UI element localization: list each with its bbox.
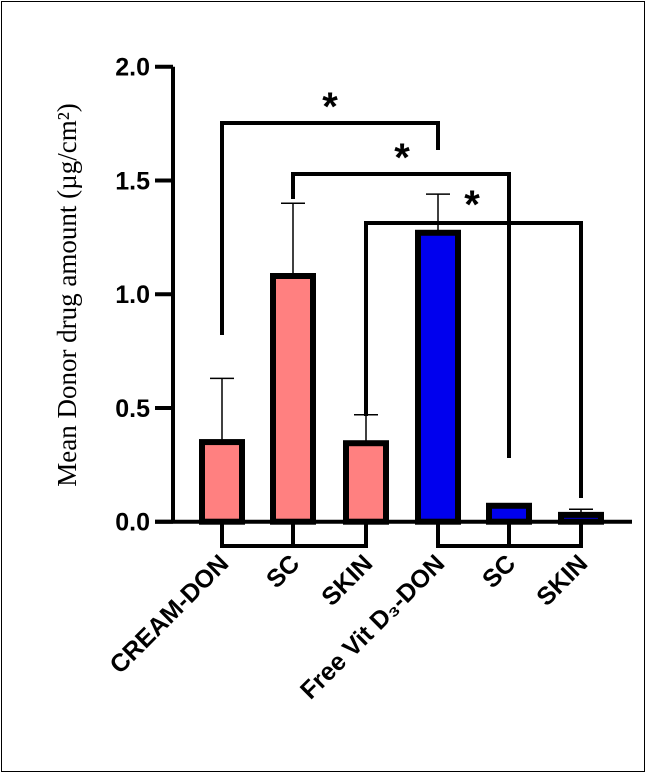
y-tick-label: 1.0 xyxy=(115,281,150,309)
y-tick-label: 1.5 xyxy=(115,167,150,195)
significance-bracket xyxy=(291,172,511,458)
x-tick-label: SKIN xyxy=(316,549,378,611)
y-tick-label: 0.0 xyxy=(115,509,150,537)
x-tick-label: CREAM-DON xyxy=(104,549,234,679)
y-tick-label: 2.0 xyxy=(115,54,150,82)
x-tick-label: SC xyxy=(477,549,521,593)
y-axis-label: Mean Donor drug amount (µg/cm²) xyxy=(52,103,82,487)
bar xyxy=(415,229,461,525)
x-tick-label: SKIN xyxy=(531,549,593,611)
significance-star: * xyxy=(394,136,410,180)
bar xyxy=(343,440,389,525)
y-tick-label: 0.5 xyxy=(115,395,150,423)
significance-bracket xyxy=(220,121,440,335)
significance-bracket xyxy=(364,221,583,498)
bar xyxy=(486,502,532,525)
significance-star: * xyxy=(322,85,338,129)
x-tick-label: SC xyxy=(261,549,305,593)
bar xyxy=(270,273,316,525)
bar xyxy=(558,511,604,525)
significance-star: * xyxy=(464,183,480,227)
bar xyxy=(199,439,245,525)
